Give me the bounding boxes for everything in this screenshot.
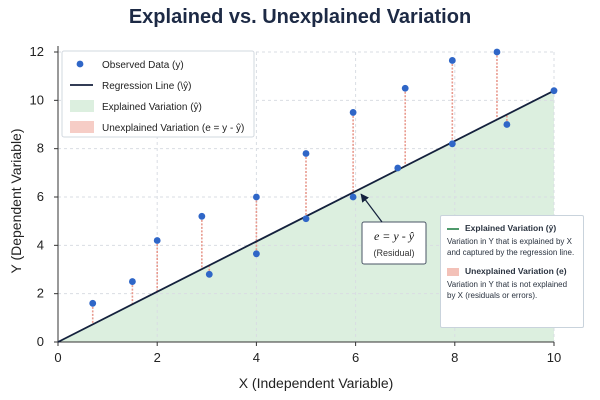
legend-frame: [61, 50, 255, 138]
unexplained-description: Variation in Y that is not explained by …: [447, 280, 568, 300]
legend-green-patch-icon: [70, 100, 94, 112]
x-axis-label: X (Independent Variable): [239, 375, 394, 391]
side-explanation-box: Explained Variation (ŷ) Variation in Y t…: [440, 215, 584, 328]
explained-heading: Explained Variation (ŷ): [465, 223, 557, 233]
annotation-note: (Residual): [373, 248, 414, 258]
explained-heading-row: Explained Variation (ŷ): [447, 223, 577, 234]
x-tick-label: 8: [451, 350, 458, 365]
data-point: [503, 121, 511, 128]
data-point: [153, 237, 161, 244]
y-tick-label: 12: [30, 44, 44, 59]
y-tick-label: 6: [37, 189, 44, 204]
x-tick-label: 6: [352, 350, 359, 365]
legend-label: Observed Data (y): [102, 60, 184, 71]
explained-line-swatch: [447, 227, 459, 230]
legend-point-icon: [76, 60, 84, 68]
annotation-formula: e = y - ŷ: [374, 229, 415, 243]
y-tick-label: 0: [37, 334, 44, 349]
unexplained-heading-row: Unexplained Variation (e): [447, 266, 577, 277]
annotation-box: [361, 221, 427, 265]
data-point: [302, 150, 310, 157]
legend-label: Regression Line (\ŷ): [102, 81, 191, 92]
x-tick-label: 10: [547, 350, 561, 365]
data-point: [302, 215, 310, 223]
legend-label: Unexplained Variation (e = y - ŷ): [102, 123, 244, 134]
explained-description: Variation in Y that is explained by X an…: [447, 237, 575, 257]
chart-title: Explained vs. Unexplained Variation: [128, 6, 472, 28]
y-tick-label: 2: [37, 286, 44, 301]
legend-label: Explained Variation (ŷ): [102, 102, 202, 113]
data-point: [89, 299, 97, 307]
data-point: [493, 48, 501, 56]
data-point: [205, 270, 213, 278]
x-tick-label: 2: [154, 350, 161, 365]
legend-red-patch-icon: [70, 121, 94, 133]
x-tick-label: 4: [253, 350, 260, 365]
data-point: [550, 87, 558, 95]
data-point: [129, 278, 136, 285]
y-tick-label: 4: [37, 237, 44, 252]
data-point: [349, 193, 357, 201]
x-tick-label: 0: [54, 350, 61, 365]
data-point: [253, 250, 260, 258]
annotation-arrow: [360, 193, 383, 223]
data-point: [349, 109, 357, 116]
y-tick-label: 10: [30, 92, 44, 107]
data-point: [394, 164, 402, 172]
legend: Observed Data (y) Regression Line (\ŷ) Exp…: [61, 50, 255, 138]
y-tick-label: 8: [37, 141, 44, 156]
unexplained-fill-swatch: [447, 267, 459, 276]
y-axis-label: Y (Dependent Variable): [8, 128, 24, 273]
unexplained-heading: Unexplained Variation (e): [465, 266, 567, 276]
data-point: [198, 212, 206, 220]
data-point: [401, 84, 409, 92]
data-point: [448, 140, 456, 148]
data-point: [448, 57, 456, 64]
data-point: [253, 193, 260, 201]
